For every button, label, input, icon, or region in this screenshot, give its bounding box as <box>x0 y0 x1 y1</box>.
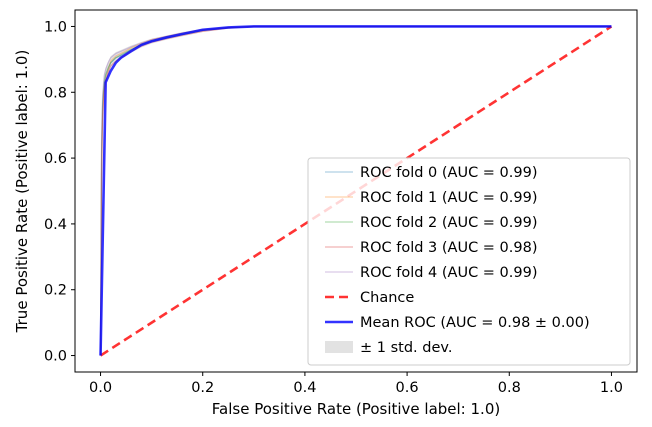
axes-frame <box>74 9 638 373</box>
legend-entry-label: ROC fold 1 (AUC = 0.99) <box>360 190 538 206</box>
legend-entry-label: ROC fold 4 (AUC = 0.99) <box>360 265 538 281</box>
legend: ROC fold 0 (AUC = 0.99) ROC fold 1 (AUC =… <box>307 157 631 366</box>
x-tick-label: 0.0 <box>89 380 112 396</box>
series-layer <box>99 25 613 357</box>
series-line-5 <box>99 25 613 357</box>
y-tick-label: 0.8 <box>44 85 67 101</box>
series-line-6 <box>99 25 612 356</box>
x-tick-label: 0.6 <box>396 380 419 396</box>
x-axis-label: False Positive Rate (Positive label: 1.0… <box>212 400 500 418</box>
ticks-layer: 0.0 0.2 0.4 0.6 0.8 1.0 0.0 0.2 0.4 0.6 0.8 1.0 <box>44 19 623 396</box>
legend-entry-label: ± 1 std. dev. <box>360 340 452 356</box>
y-tick-label: 0.0 <box>44 349 67 365</box>
legend-entry-label: ROC fold 2 (AUC = 0.99) <box>360 215 538 231</box>
x-tick-label: 0.8 <box>498 380 521 396</box>
x-tick-label: 1.0 <box>600 380 623 396</box>
legend-entry-label: Chance <box>360 290 414 306</box>
y-tick-label: 1.0 <box>44 19 67 35</box>
legend-entry-label: Mean ROC (AUC = 0.98 ± 0.00) <box>360 315 590 331</box>
legend-box <box>307 157 631 366</box>
y-axis-label: True Positive Rate (Positive label: 1.0) <box>13 50 31 334</box>
x-tick-label: 0.2 <box>191 380 214 396</box>
y-tick-label: 0.6 <box>44 151 67 167</box>
legend-entry-label: ROC fold 3 (AUC = 0.98) <box>360 240 538 256</box>
legend-swatch-band <box>325 341 353 353</box>
x-tick-label: 0.4 <box>293 380 316 396</box>
y-tick-label: 0.2 <box>44 283 67 299</box>
legend-entry-label: ROC fold 0 (AUC = 0.99) <box>360 165 538 181</box>
y-tick-label: 0.4 <box>44 217 67 233</box>
